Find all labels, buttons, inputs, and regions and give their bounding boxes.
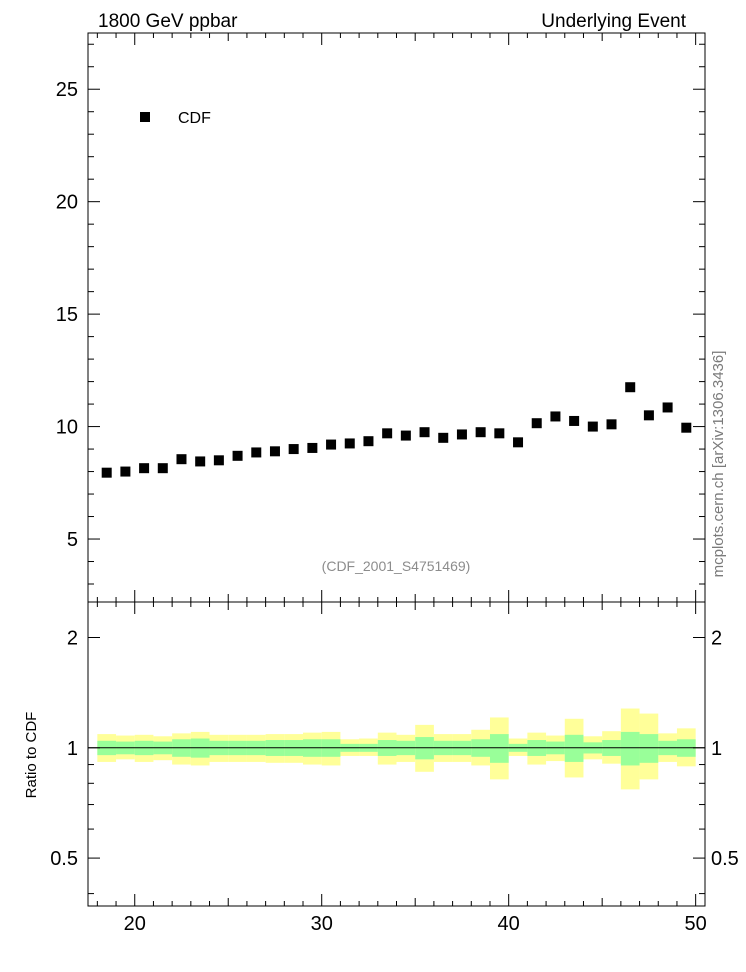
main-y-tick-label: 5 xyxy=(67,529,78,551)
data-point-cdf xyxy=(307,442,318,453)
data-point-cdf xyxy=(157,463,168,474)
legend-label-cdf: CDF xyxy=(178,110,211,127)
ratio-plot-frame xyxy=(87,601,706,907)
data-point-cdf xyxy=(382,428,393,439)
ratio-y-tick-label-left: 2 xyxy=(67,628,78,650)
data-point-cdf xyxy=(643,410,654,421)
ratio-y-tick-label-right: 1 xyxy=(711,738,722,760)
main-y-tick-label: 25 xyxy=(56,79,78,101)
data-point-cdf xyxy=(681,422,692,433)
main-y-tick-label: 20 xyxy=(56,192,78,214)
data-point-cdf xyxy=(531,418,542,429)
ratio-y-tick-label-left: 0.5 xyxy=(50,848,78,870)
data-point-cdf xyxy=(662,402,673,413)
data-point-cdf xyxy=(550,411,561,422)
data-point-cdf xyxy=(400,430,411,441)
data-point-cdf xyxy=(363,436,374,447)
data-point-cdf xyxy=(101,467,112,478)
ratio-y-axis-label: Ratio to CDF xyxy=(23,712,40,799)
ratio-band-inner-bin xyxy=(620,731,640,766)
data-point-cdf xyxy=(195,456,206,467)
x-tick-label: 20 xyxy=(124,913,146,935)
data-point-cdf xyxy=(456,429,467,440)
ratio-y-tick-label-right: 2 xyxy=(711,628,722,650)
data-point-cdf xyxy=(288,444,299,455)
ratio-axis-ticks: 0.5 0.5 1 1 2 2 xyxy=(50,602,739,906)
main-data-points xyxy=(101,382,692,478)
data-point-cdf xyxy=(606,419,617,430)
main-axis-ticks: 5 10 15 20 25 xyxy=(56,33,705,602)
data-point-cdf xyxy=(475,427,486,438)
data-point-cdf xyxy=(344,438,355,449)
ratio-band-inner-bin xyxy=(564,734,584,762)
data-point-cdf xyxy=(569,415,580,426)
analysis-label: (CDF_2001_S4751469) xyxy=(322,558,471,574)
watermark-text: mcplots.cern.ch [arXiv:1306.3436] xyxy=(710,351,727,578)
data-point-cdf xyxy=(494,428,505,439)
x-axis-tick-labels: 20 30 40 50 xyxy=(124,913,707,935)
x-tick-label: 30 xyxy=(311,913,333,935)
data-point-cdf xyxy=(513,437,524,448)
data-point-cdf xyxy=(438,432,449,443)
ratio-bands xyxy=(88,708,705,790)
ratio-band-inner-bin xyxy=(489,734,509,763)
data-point-cdf xyxy=(176,454,187,465)
data-point-cdf xyxy=(139,463,150,474)
x-tick-label: 40 xyxy=(498,913,520,935)
data-point-cdf xyxy=(232,450,243,461)
x-tick-label: 50 xyxy=(685,913,707,935)
data-point-cdf xyxy=(251,447,262,458)
ratio-y-tick-label-right: 0.5 xyxy=(711,848,739,870)
header-right-title: Underlying Event xyxy=(541,11,686,32)
main-y-tick-label: 15 xyxy=(56,304,78,326)
data-point-cdf xyxy=(587,421,598,432)
data-point-cdf xyxy=(120,466,131,477)
ratio-band-inner-bin xyxy=(639,734,659,763)
data-point-cdf xyxy=(326,439,337,450)
data-point-cdf xyxy=(419,427,430,438)
ratio-y-tick-label-left: 1 xyxy=(67,738,78,760)
header-left-title: 1800 GeV ppbar xyxy=(98,11,238,32)
data-point-cdf xyxy=(213,455,224,466)
data-point-cdf xyxy=(269,446,280,457)
data-point-cdf xyxy=(625,382,636,393)
main-y-tick-label: 10 xyxy=(56,417,78,439)
legend-marker-cdf xyxy=(140,112,150,122)
